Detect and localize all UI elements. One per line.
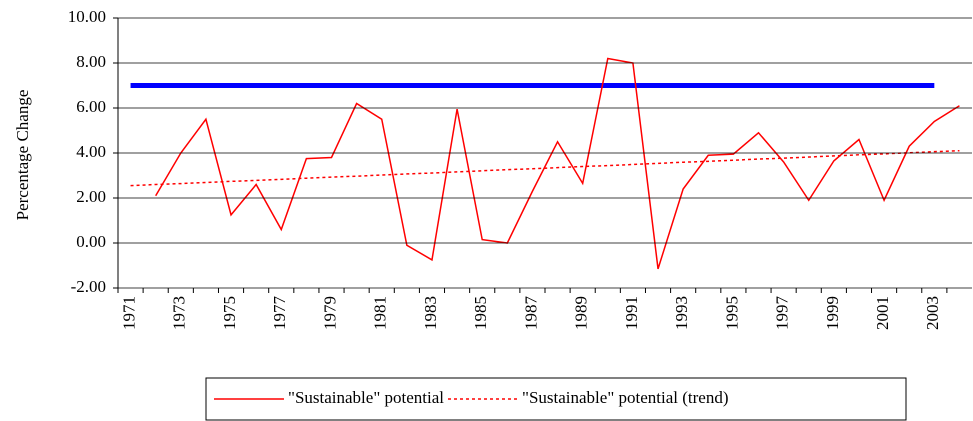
line-series — [155, 57, 960, 270]
x-tick-label: 1989 — [572, 296, 591, 330]
x-tick-label: 1993 — [672, 296, 691, 330]
line-series — [130, 150, 960, 187]
y-tick-label: -2.00 — [71, 277, 106, 296]
x-tick-label: 2003 — [923, 296, 942, 330]
x-tick-label: 1995 — [722, 296, 741, 330]
legend-label: "Sustainable" potential — [288, 388, 444, 407]
x-tick-label: 1981 — [371, 296, 390, 330]
y-tick-label: 4.00 — [76, 142, 106, 161]
x-tick-label: 1991 — [622, 296, 641, 330]
y-tick-label: 6.00 — [76, 97, 106, 116]
x-tick-label: 1973 — [170, 296, 189, 330]
legend-box — [205, 377, 907, 421]
x-tick-label: 1999 — [823, 296, 842, 330]
x-tick-label: 1975 — [220, 296, 239, 330]
x-tick-label: 1987 — [521, 296, 540, 331]
x-tick-label: 1983 — [421, 296, 440, 330]
y-tick-label: 8.00 — [76, 52, 106, 71]
x-tick-label: 2001 — [873, 296, 892, 330]
x-tick-label: 1997 — [773, 296, 792, 331]
y-tick-label: 2.00 — [76, 187, 106, 206]
x-tick-label: 1985 — [471, 296, 490, 330]
y-axis-label: Percentage Change — [13, 90, 32, 221]
y-tick-label: 0.00 — [76, 232, 106, 251]
x-tick-label: 1971 — [119, 296, 138, 330]
x-tick-label: 1977 — [270, 296, 289, 331]
y-tick-label: 10.00 — [68, 7, 106, 26]
plot-area — [130, 57, 960, 270]
x-tick-label: 1979 — [320, 296, 339, 330]
legend-label: "Sustainable" potential (trend) — [522, 388, 729, 407]
